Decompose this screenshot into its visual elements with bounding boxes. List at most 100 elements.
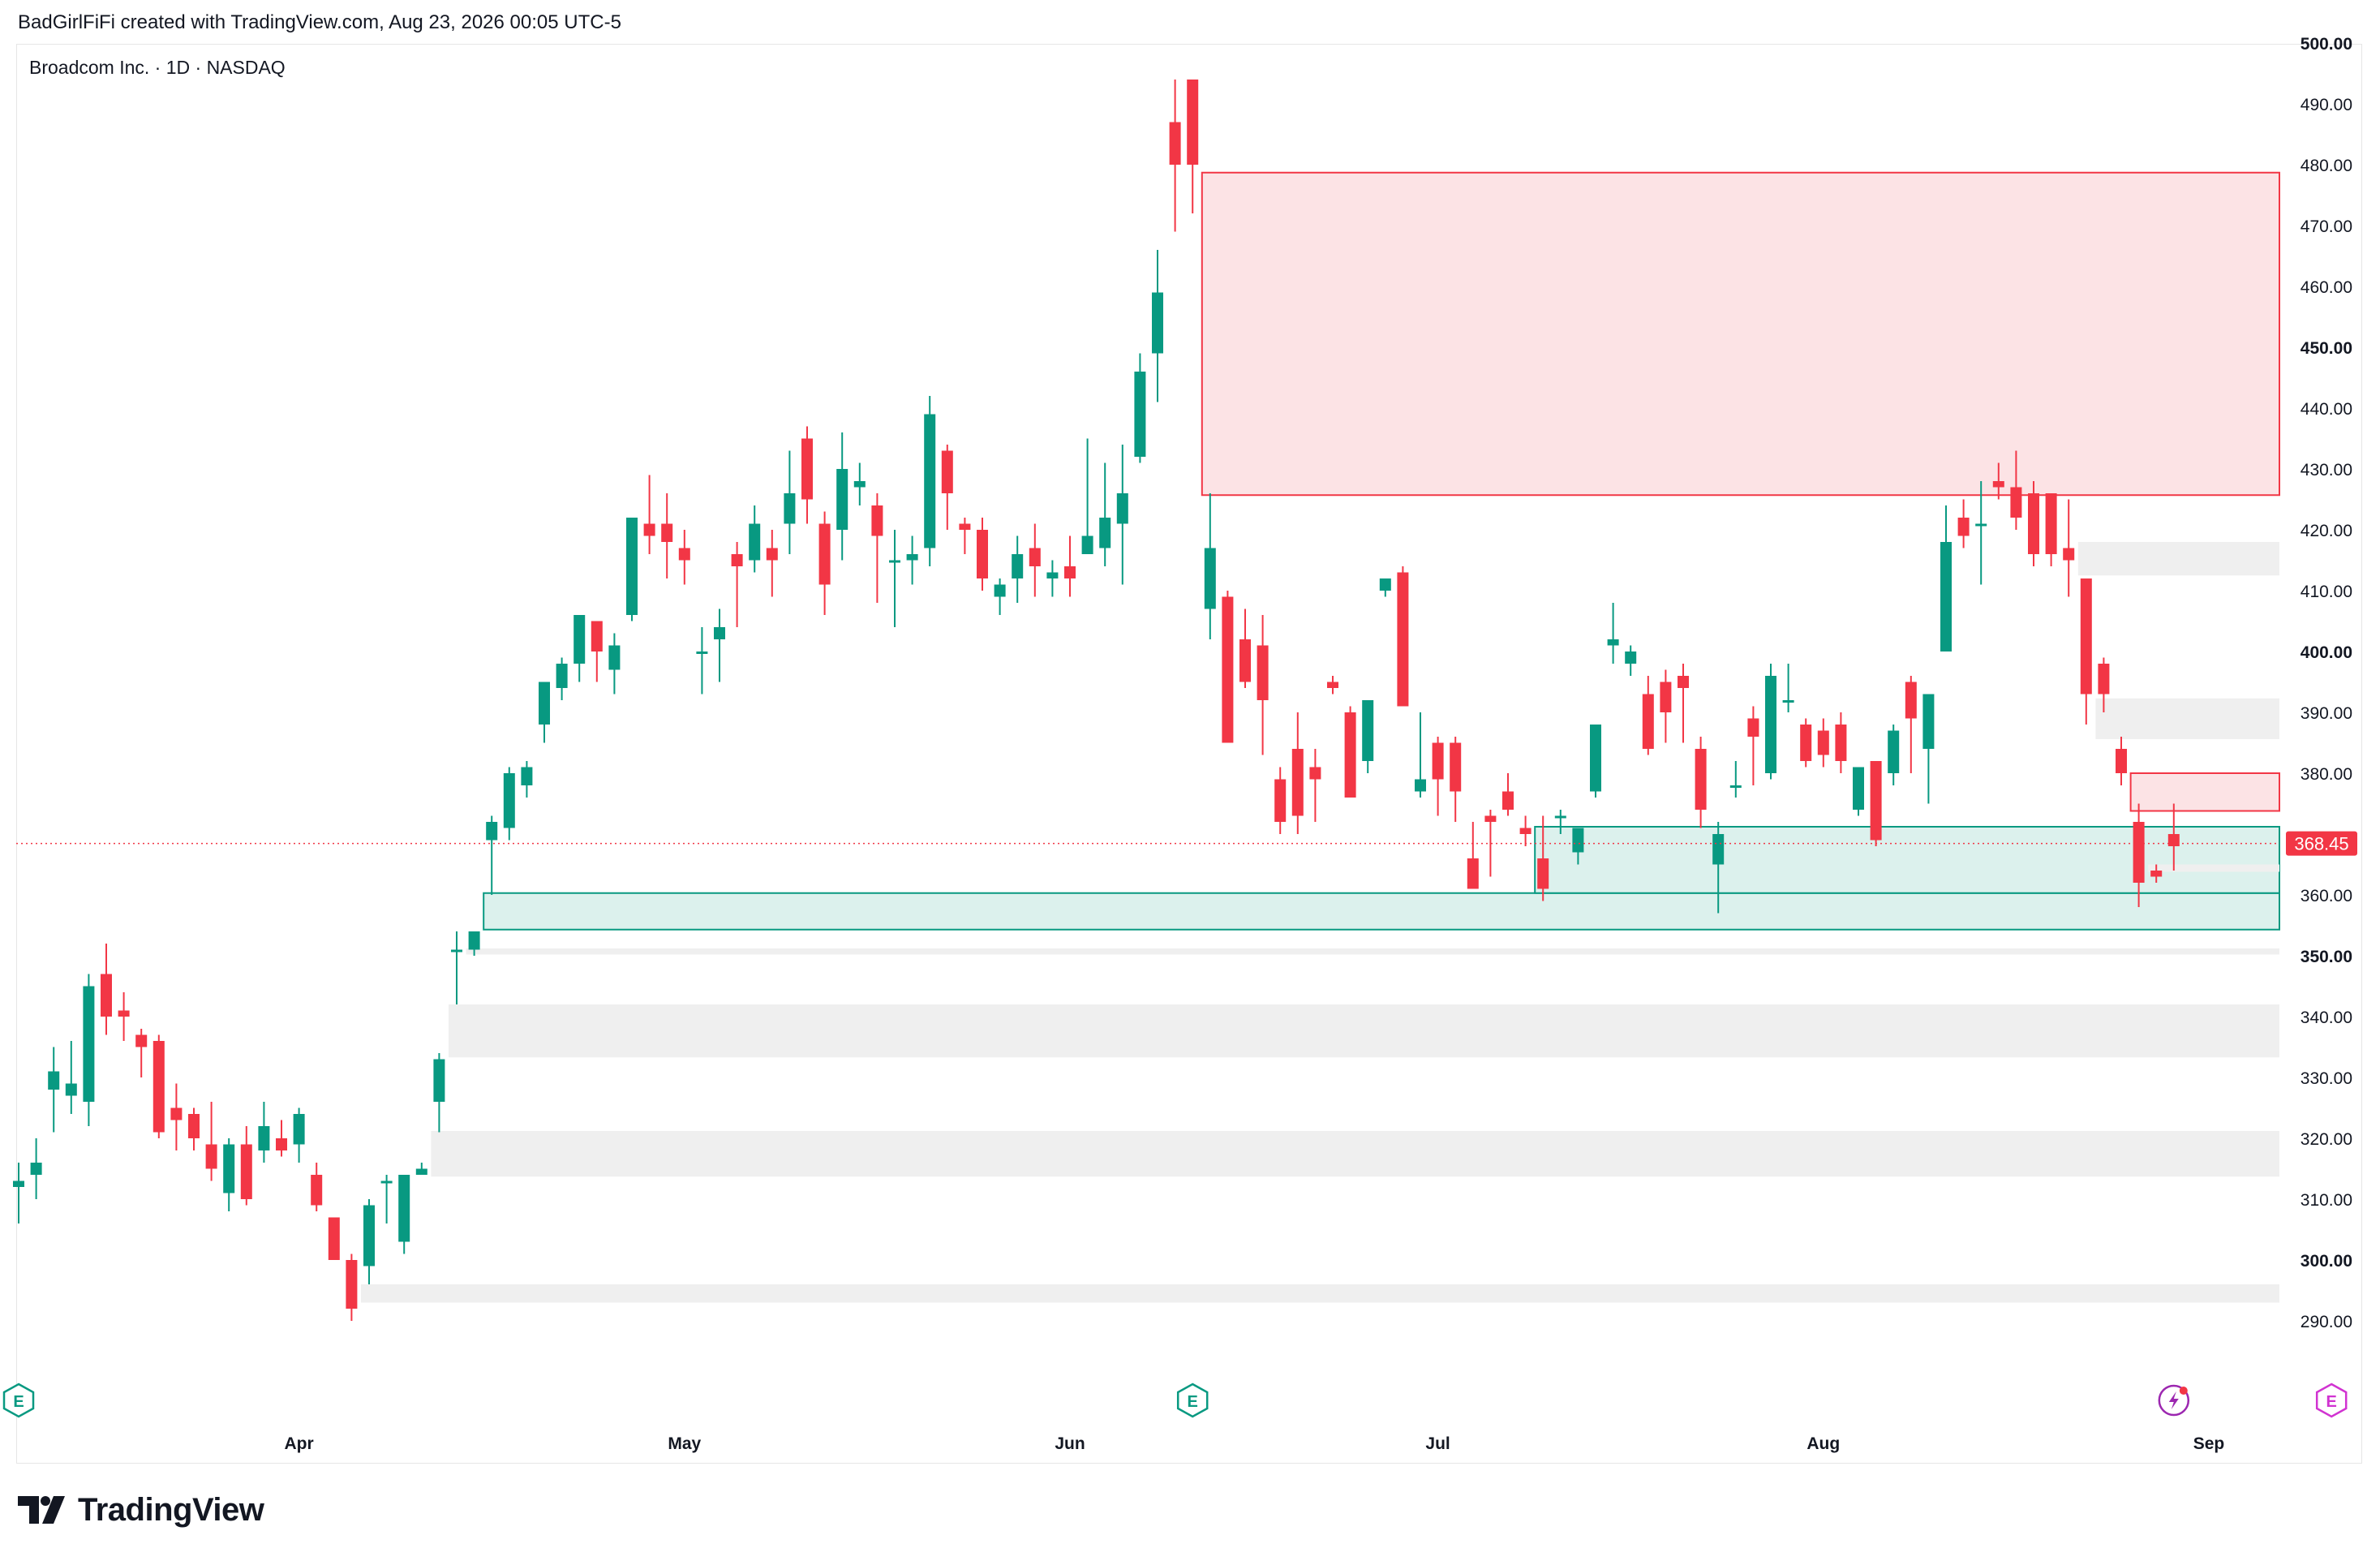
candle-body xyxy=(1957,518,1970,536)
candle-body xyxy=(714,627,725,639)
candle-body xyxy=(1607,639,1619,646)
candle-body xyxy=(380,1180,393,1184)
candle-body xyxy=(1905,682,1917,719)
tradingview-logo-icon xyxy=(18,1496,65,1524)
neutral-zone xyxy=(431,1131,2280,1177)
candle-body xyxy=(83,986,95,1102)
candle-body xyxy=(1204,548,1216,609)
y-tick-label: 470.00 xyxy=(2301,217,2352,236)
candle-body xyxy=(608,645,621,670)
candle-body xyxy=(1747,718,1759,737)
candle-body xyxy=(415,1168,427,1175)
candle-body xyxy=(1590,725,1601,792)
candle-body xyxy=(1415,779,1426,792)
neutral-zone xyxy=(466,948,2279,955)
neutral-zone xyxy=(2077,542,2279,576)
candle-body xyxy=(1660,682,1672,712)
y-tick-label: 420.00 xyxy=(2301,522,2352,540)
y-tick-label: 310.00 xyxy=(2301,1191,2352,1210)
candle-body xyxy=(1870,761,1882,841)
candle-body xyxy=(258,1126,270,1150)
neutral-zone xyxy=(449,1004,2279,1058)
candle-body xyxy=(293,1114,305,1145)
candle-body xyxy=(2063,548,2075,561)
candle-body xyxy=(977,530,988,578)
candle-body xyxy=(1309,767,1321,780)
candle-body xyxy=(48,1071,60,1090)
candle-body xyxy=(346,1260,358,1309)
candle-body xyxy=(906,554,918,561)
lightning-bolt xyxy=(2168,1391,2179,1409)
candle-body xyxy=(801,438,813,500)
candle-body xyxy=(1029,548,1041,566)
candle-body xyxy=(363,1205,375,1266)
candle-body xyxy=(1064,566,1076,578)
candle-body xyxy=(188,1114,200,1138)
candle-body xyxy=(1099,518,1111,548)
y-tick-label: 440.00 xyxy=(2301,400,2352,419)
candle-body xyxy=(678,548,690,561)
candle-body xyxy=(539,682,550,725)
candle-body xyxy=(1274,779,1287,822)
candle-body xyxy=(1432,742,1444,780)
candle-body xyxy=(2116,749,2127,773)
candle-body xyxy=(1081,535,1093,554)
event-dot xyxy=(2179,1387,2188,1395)
candle-body xyxy=(276,1138,287,1150)
y-tick-label: 330.00 xyxy=(2301,1069,2352,1088)
candle-body xyxy=(101,974,112,1017)
candle-body xyxy=(30,1163,42,1175)
candle-body xyxy=(1239,639,1251,682)
tradingview-brand[interactable]: TradingView xyxy=(18,1491,264,1529)
candle-body xyxy=(784,493,796,524)
symbol-title[interactable]: Broadcom Inc. · 1D · NASDAQ xyxy=(29,57,286,78)
y-tick-label: 300.00 xyxy=(2301,1252,2352,1271)
earnings-icon xyxy=(2,1383,35,1418)
candle-body xyxy=(1502,791,1514,810)
candle-body xyxy=(13,1180,24,1187)
candle-body xyxy=(1519,828,1532,834)
brand-name: TradingView xyxy=(78,1491,264,1528)
x-tick-label: May xyxy=(668,1434,701,1453)
y-tick-label: 410.00 xyxy=(2301,583,2352,601)
candle-body xyxy=(959,523,971,530)
candle-body xyxy=(836,469,848,530)
x-tick-label: Sep xyxy=(2193,1434,2225,1453)
y-tick-label: 380.00 xyxy=(2301,765,2352,784)
candle-body xyxy=(696,651,708,654)
candle-body xyxy=(2098,664,2110,694)
x-tick-label: Aug xyxy=(1806,1434,1840,1453)
last-price-badge xyxy=(2286,831,2357,856)
candle-body xyxy=(1817,730,1829,755)
candle-body xyxy=(1992,481,2004,488)
candle-body xyxy=(871,505,883,536)
earnings-label: E xyxy=(13,1393,24,1411)
candle-body xyxy=(1012,554,1024,578)
y-tick-label: 400.00 xyxy=(2301,643,2352,662)
candle-body xyxy=(205,1144,217,1169)
candle-body xyxy=(65,1083,77,1096)
candle-body xyxy=(240,1144,252,1199)
candle-body xyxy=(661,523,673,542)
candle-body xyxy=(1344,712,1356,798)
candle-body xyxy=(521,767,533,785)
earnings-icon xyxy=(2315,1383,2348,1418)
candle-body xyxy=(1327,682,1338,688)
candle-body xyxy=(1169,122,1181,165)
candle-body xyxy=(153,1041,165,1133)
earnings-label: E xyxy=(2326,1393,2337,1411)
candle-body xyxy=(1835,725,1847,761)
candle-body xyxy=(626,518,638,615)
candle-body xyxy=(643,523,655,536)
candle-body xyxy=(118,1010,130,1017)
candle-body xyxy=(1554,815,1566,819)
neutral-zone xyxy=(2095,698,2279,739)
candle-body xyxy=(941,450,953,493)
candle-body xyxy=(1572,828,1584,853)
candle-body xyxy=(1765,676,1776,773)
candle-body xyxy=(311,1175,323,1206)
candle-body xyxy=(1484,815,1497,822)
candle-body xyxy=(1800,725,1812,761)
candle-body xyxy=(451,949,462,953)
